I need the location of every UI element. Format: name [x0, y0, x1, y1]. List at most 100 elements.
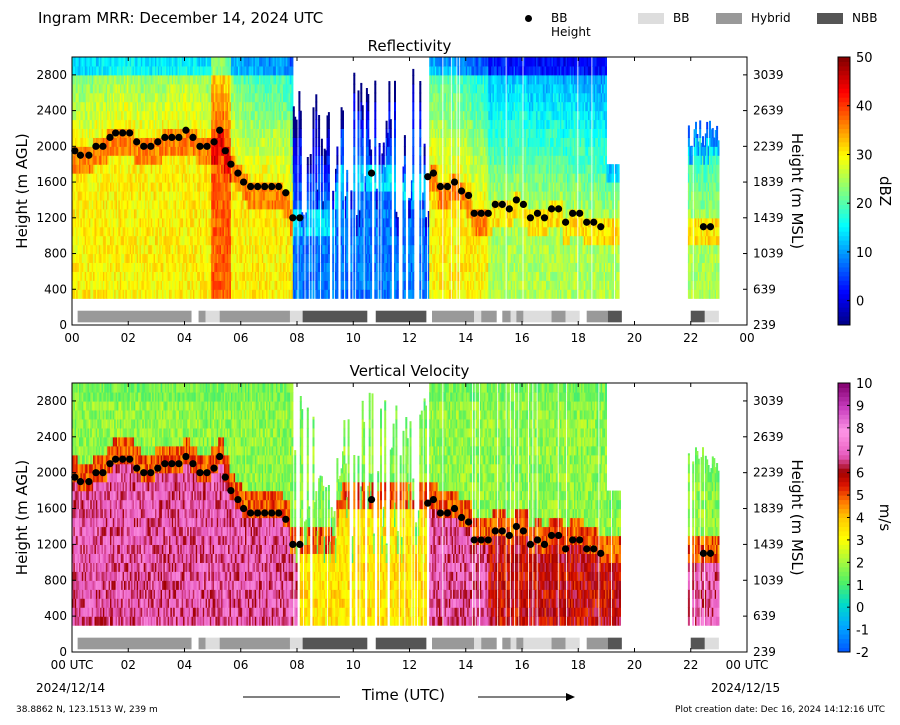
heatmap-cell — [350, 217, 353, 228]
heatmap-cell — [295, 182, 298, 192]
heatmap-cell — [79, 182, 81, 192]
heatmap-cell — [361, 208, 364, 219]
heatmap-cell — [84, 173, 87, 183]
heatmap-cell — [93, 74, 96, 85]
heatmap-cell — [119, 164, 122, 174]
heatmap-cell — [81, 65, 84, 76]
heatmap-cell — [118, 289, 121, 299]
heatmap-cell — [115, 182, 118, 192]
heatmap-cell — [378, 235, 381, 246]
heatmap-cell — [121, 280, 124, 290]
heatmap-cell — [101, 191, 104, 201]
heatmap-cell — [91, 65, 94, 76]
heatmap-cell — [336, 217, 339, 228]
heatmap-cell — [128, 253, 131, 263]
heatmap-cell — [88, 191, 91, 201]
heatmap-cell — [353, 83, 356, 94]
heatmap-cell — [73, 271, 76, 281]
heatmap-cell — [375, 244, 378, 255]
heatmap-cell — [73, 92, 76, 103]
heatmap-cell — [77, 128, 80, 138]
heatmap-cell — [90, 128, 93, 138]
heatmap-cell — [327, 155, 330, 165]
heatmap-cell — [131, 146, 134, 156]
heatmap-cell — [361, 235, 364, 246]
heatmap-cell — [332, 280, 335, 290]
heatmap-cell — [342, 208, 344, 219]
heatmap-cell — [93, 208, 96, 219]
heatmap-cell — [80, 217, 83, 228]
heatmap-cell — [115, 199, 118, 210]
heatmap-cell — [86, 128, 89, 138]
heatmap-cell — [114, 226, 117, 237]
heatmap-cell — [361, 146, 364, 156]
heatmap-cell — [102, 182, 105, 192]
heatmap-cell — [346, 244, 349, 255]
heatmap-cell — [126, 191, 129, 201]
heatmap-cell — [121, 289, 124, 299]
heatmap-cell — [105, 146, 108, 156]
heatmap-cell — [79, 217, 81, 228]
heatmap-cell — [357, 110, 360, 121]
heatmap-cell — [101, 137, 104, 147]
heatmap-cell — [80, 226, 83, 237]
heatmap-cell — [83, 137, 86, 147]
heatmap-cell — [119, 226, 122, 237]
heatmap-cell — [74, 289, 77, 299]
heatmap-cell — [80, 191, 83, 201]
heatmap-cell — [115, 191, 118, 201]
heatmap-cell — [124, 146, 126, 156]
heatmap-cell — [108, 65, 111, 76]
heatmap-cell — [97, 110, 100, 121]
heatmap-cell — [107, 83, 110, 94]
heatmap-cell — [119, 244, 122, 255]
heatmap-cell — [80, 137, 83, 147]
heatmap-cell — [102, 83, 105, 94]
heatmap-cell — [118, 173, 121, 183]
heatmap-cell — [95, 128, 98, 138]
heatmap-cell — [111, 226, 114, 237]
heatmap-cell — [91, 146, 94, 156]
heatmap-cell — [375, 217, 378, 228]
heatmap-cell — [87, 101, 90, 112]
heatmap-cell — [81, 57, 84, 67]
heatmap-cell — [76, 226, 79, 237]
heatmap-cell — [111, 155, 114, 165]
heatmap-cell — [111, 280, 114, 290]
heatmap-cell — [367, 94, 370, 103]
heatmap-cell — [315, 119, 318, 129]
heatmap-cell — [84, 128, 87, 138]
heatmap-cell — [327, 226, 330, 237]
heatmap-cell — [91, 101, 94, 112]
heatmap-cell — [119, 271, 122, 281]
heatmap-cell — [104, 289, 107, 299]
heatmap-cell — [332, 289, 335, 299]
heatmap-cell — [367, 119, 370, 129]
heatmap-cell — [110, 253, 112, 263]
heatmap-cell — [104, 101, 107, 112]
heatmap-cell — [91, 57, 94, 67]
heatmap-cell — [74, 101, 77, 112]
heatmap-cell — [83, 164, 86, 174]
heatmap-cell — [94, 182, 97, 192]
heatmap-cell — [118, 271, 121, 281]
heatmap-cell — [73, 65, 76, 76]
heatmap-cell — [122, 155, 125, 165]
heatmap-cell — [350, 235, 353, 246]
heatmap-cell — [336, 164, 339, 174]
heatmap-cell — [105, 199, 108, 210]
heatmap-cell — [72, 164, 74, 174]
heatmap-cell — [97, 83, 100, 94]
heatmap-cell — [128, 164, 131, 174]
heatmap-cell — [84, 280, 87, 290]
heatmap-cell — [104, 280, 107, 290]
heatmap-cell — [129, 262, 132, 272]
heatmap-cell — [101, 83, 104, 94]
heatmap-cell — [361, 105, 364, 112]
heatmap-cell — [131, 164, 134, 174]
heatmap-cell — [312, 107, 315, 112]
heatmap-cell — [126, 173, 129, 183]
heatmap-cell — [374, 101, 377, 112]
heatmap-cell — [88, 173, 91, 183]
heatmap-cell — [93, 253, 96, 263]
